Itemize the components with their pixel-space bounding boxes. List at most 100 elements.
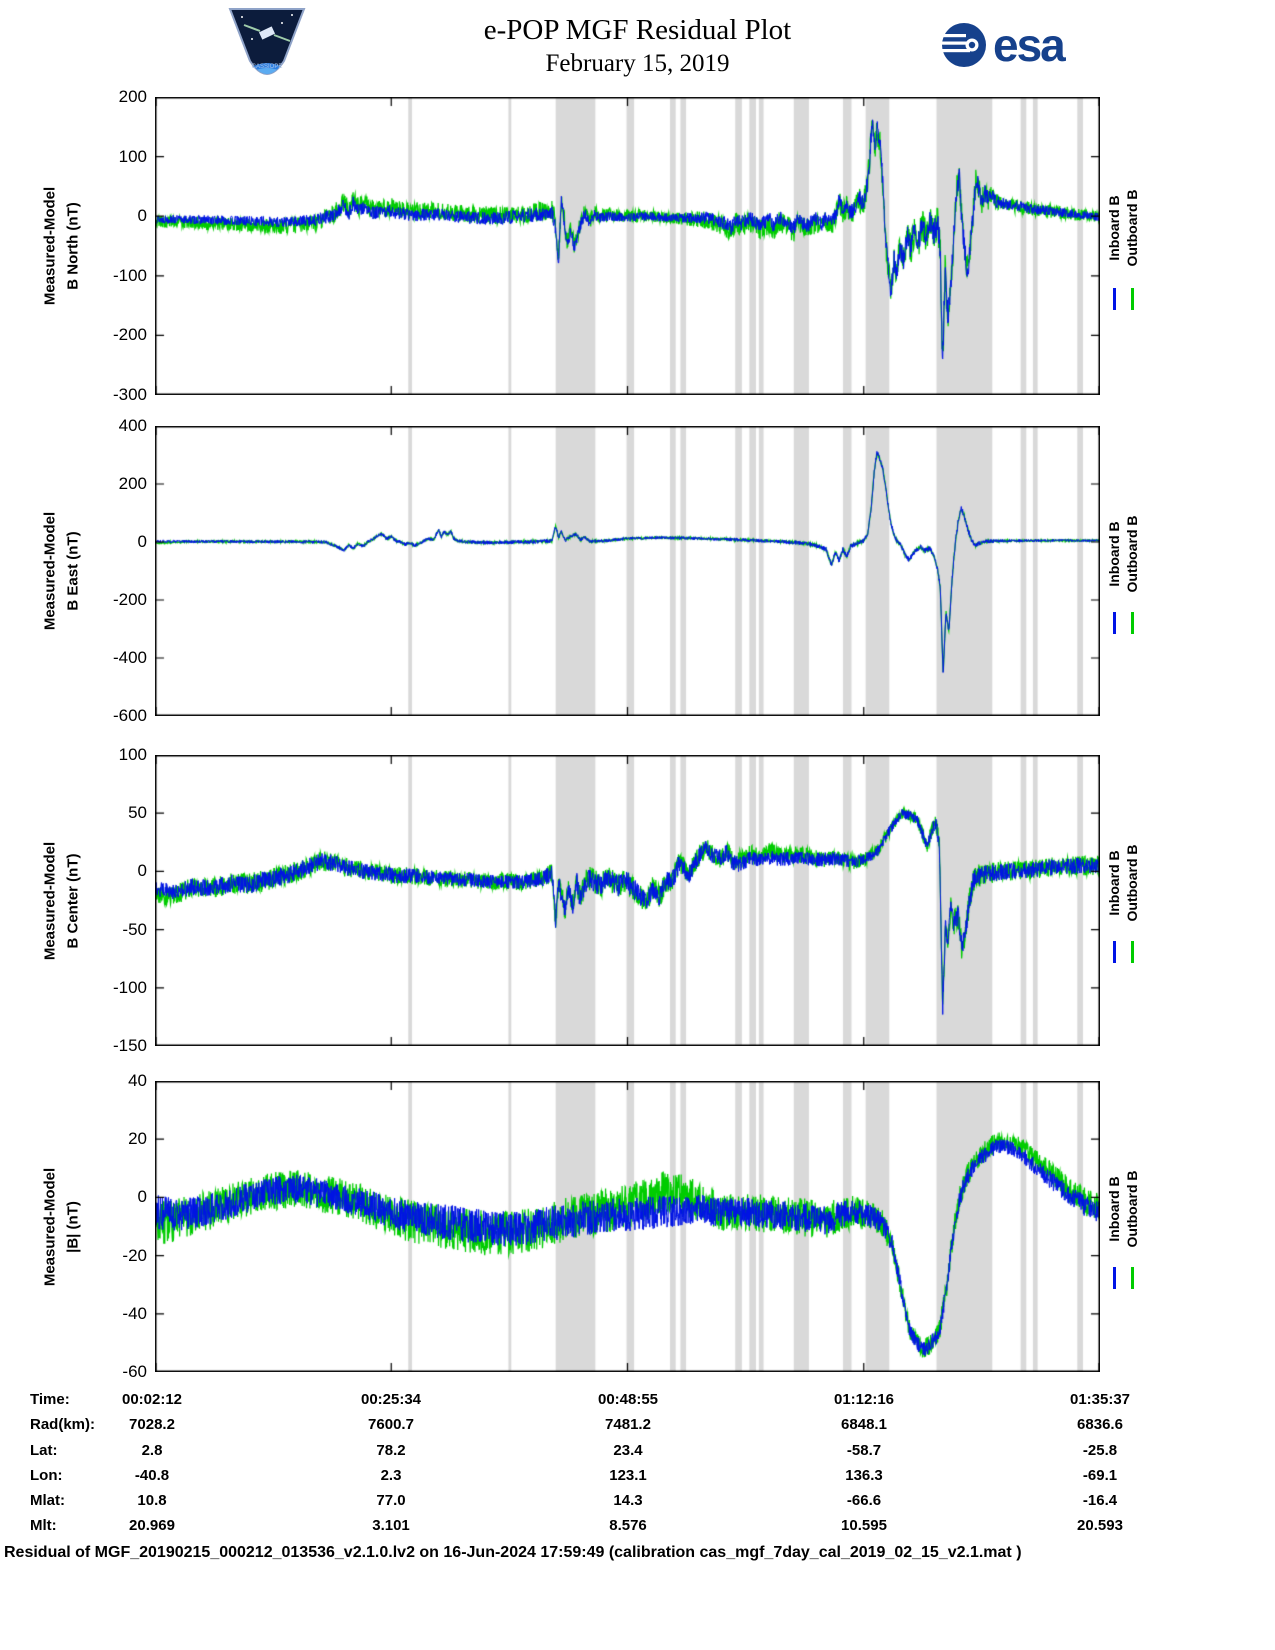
table-row: Mlat: 10.8 77.0 14.3 -66.6 -16.4 xyxy=(0,1492,1275,1517)
y-tick-label: 0 xyxy=(137,532,147,551)
table-cell: 6848.1 xyxy=(841,1416,887,1434)
y-tick-label: -200 xyxy=(112,325,147,345)
esa-wordmark: esa xyxy=(993,19,1066,71)
table-cell: 14.3 xyxy=(613,1492,643,1510)
y-tick-label: 20 xyxy=(128,1129,147,1149)
y-tick-label: -20 xyxy=(122,1245,147,1265)
y-axis-ticks: 200 100 0 -100 -200 -300 xyxy=(55,87,147,404)
table-cell: 7481.2 xyxy=(605,1416,651,1434)
legend-outboard-label: Outboard B xyxy=(1124,515,1140,593)
y-tick-label: -400 xyxy=(112,648,147,667)
table-cell: 136.3 xyxy=(845,1466,883,1484)
table-cell: 01:35:37 xyxy=(1069,1391,1131,1408)
panel-b-center: Measured-Model B Center (nT) 100 50 0 -50 -1… xyxy=(0,745,1275,1055)
table-cell: 20.593 xyxy=(1077,1517,1123,1535)
legend-outboard-mark xyxy=(1131,941,1134,964)
y-tick-label: 100 xyxy=(118,146,147,166)
y-tick-label: 0 xyxy=(137,206,147,226)
legend-inboard-label: Inboard B xyxy=(1106,520,1122,587)
ephemeris-table: Time: 00:02:12 00:25:34 00:48:55 01:12:1… xyxy=(0,1391,1275,1543)
table-cell: 6836.6 xyxy=(1077,1416,1123,1434)
y-tick-label: 0 xyxy=(137,1187,147,1207)
row-label: Lon: xyxy=(30,1466,63,1484)
table-row: Time: 00:02:12 00:25:34 00:48:55 01:12:1… xyxy=(0,1391,1275,1416)
legend-inboard-label: Inboard B xyxy=(1106,1176,1122,1242)
y-tick-label: -200 xyxy=(112,590,147,609)
cassiope-mission-logo: CASSIOPE xyxy=(222,5,312,91)
table-cell: 00:02:12 xyxy=(121,1391,183,1408)
y-axis-ticks: 40 20 0 -20 -40 -60 xyxy=(55,1071,147,1381)
table-cell: 78.2 xyxy=(376,1441,406,1459)
legend-outboard-label: Outboard B xyxy=(1124,189,1140,267)
legend-outboard-mark xyxy=(1131,287,1134,310)
table-cell: 2.3 xyxy=(380,1466,402,1484)
table-cell: 00:48:55 xyxy=(597,1391,659,1408)
panel-plot-canvas xyxy=(155,1081,1100,1372)
cassiope-logo-graphic: CASSIOPE xyxy=(228,8,306,75)
panel-b-magnitude: Measured-Model |B| (nT) 40 20 0 -20 -40 -60 I… xyxy=(0,1071,1275,1381)
y-tick-label: -100 xyxy=(112,265,147,285)
table-cell: 7600.7 xyxy=(368,1416,414,1434)
esa-logo: esa xyxy=(926,19,1066,71)
row-label: Rad(km): xyxy=(30,1416,96,1434)
table-row: Lon: -40.8 2.3 123.1 136.3 -69.1 xyxy=(0,1467,1275,1492)
row-label: Mlat: xyxy=(30,1492,65,1510)
panel-b-east: Measured-Model B East (nT) 400 200 0 -200 -4… xyxy=(0,416,1275,725)
table-cell: 10.8 xyxy=(137,1492,167,1510)
y-tick-label: -40 xyxy=(122,1303,147,1323)
y-tick-label: 50 xyxy=(128,803,147,823)
y-tick-label: 200 xyxy=(118,474,147,493)
y-axis-ticks: 400 200 0 -200 -400 -600 xyxy=(55,416,147,725)
table-row: Lat: 2.8 78.2 23.4 -58.7 -25.8 xyxy=(0,1442,1275,1467)
table-cell: -40.8 xyxy=(134,1466,170,1484)
cassiope-logo-text: CASSIOPE xyxy=(252,64,283,70)
table-cell: 2.8 xyxy=(141,1441,163,1459)
y-tick-label: 0 xyxy=(137,861,147,881)
y-tick-label: -600 xyxy=(112,706,147,725)
y-tick-label: 100 xyxy=(118,745,147,764)
y-tick-label: 400 xyxy=(118,416,147,435)
plot-date: February 15, 2019 xyxy=(545,50,730,77)
y-tick-label: -60 xyxy=(122,1362,147,1381)
table-cell: -69.1 xyxy=(1082,1466,1118,1484)
y-tick-label: 40 xyxy=(128,1071,147,1090)
legend-inboard-mark xyxy=(1113,287,1116,310)
legend-outboard-mark xyxy=(1131,611,1134,634)
y-tick-label: -150 xyxy=(112,1036,147,1055)
legend-outboard-label: Outboard B xyxy=(1124,844,1140,922)
legend-outboard-label: Outboard B xyxy=(1124,1170,1140,1248)
panel-b-north: Measured-Model B North (nT) 200 100 0 -100-… xyxy=(0,87,1275,404)
panel-plot-canvas xyxy=(155,755,1100,1046)
table-cell: 8.576 xyxy=(609,1517,647,1535)
plot-frame xyxy=(155,1081,1100,1372)
legend-inboard-mark xyxy=(1113,1267,1116,1290)
table-cell: 00:25:34 xyxy=(360,1391,422,1408)
y-axis-ticks: 100 50 0 -50 -100 -150 xyxy=(55,745,147,1055)
table-cell: 77.0 xyxy=(376,1492,406,1510)
table-cell: 20.969 xyxy=(129,1517,175,1535)
table-cell: -25.8 xyxy=(1082,1441,1118,1459)
y-tick-label: 200 xyxy=(118,87,147,106)
row-label: Mlt: xyxy=(30,1517,57,1535)
y-tick-label: -300 xyxy=(112,385,147,404)
table-cell: -58.7 xyxy=(846,1441,882,1459)
legend-outboard-mark xyxy=(1131,1267,1134,1290)
legend-inboard-label: Inboard B xyxy=(1106,195,1122,261)
legend-inboard-label: Inboard B xyxy=(1106,850,1122,916)
table-cell: 3.101 xyxy=(372,1517,410,1535)
table-cell: 7028.2 xyxy=(129,1416,175,1434)
y-tick-label: -100 xyxy=(112,977,147,997)
plot-title: e-POP MGF Residual Plot xyxy=(483,14,792,46)
table-cell: 23.4 xyxy=(613,1441,643,1459)
table-cell: -66.6 xyxy=(846,1492,882,1510)
panel-plot-canvas xyxy=(155,97,1100,395)
panel-plot-canvas xyxy=(155,426,1100,716)
row-label: Time: xyxy=(30,1391,70,1408)
table-row: Mlt: 20.969 3.101 8.576 10.595 20.593 xyxy=(0,1517,1275,1542)
legend-inboard-mark xyxy=(1113,941,1116,964)
footer-note: Residual of MGF_20190215_000212_013536_v… xyxy=(4,1544,1022,1561)
y-tick-label: -50 xyxy=(122,919,147,939)
row-label: Lat: xyxy=(30,1441,58,1459)
table-cell: 01:12:16 xyxy=(833,1391,895,1408)
